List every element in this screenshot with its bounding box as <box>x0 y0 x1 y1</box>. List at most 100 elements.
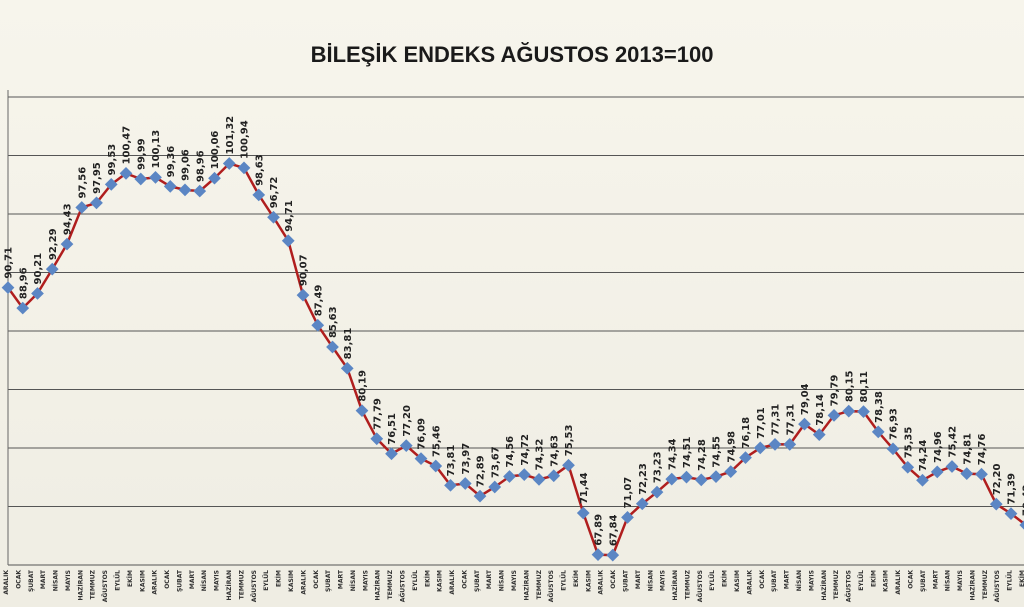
data-label: 77,31 <box>771 404 782 436</box>
data-label: 90,07 <box>299 254 310 286</box>
data-point <box>1004 507 1018 521</box>
data-label: 72,20 <box>992 463 1003 495</box>
data-point <box>517 468 531 482</box>
data-label: 76,18 <box>741 417 752 449</box>
x-tick-label: ARALIK <box>746 570 753 595</box>
data-label: 74,32 <box>535 439 546 471</box>
data-point <box>340 361 354 375</box>
data-label: 92,29 <box>48 228 59 260</box>
x-tick-label: TEMMUZ <box>684 569 691 599</box>
x-tick-label: ŞUBAT <box>28 569 35 592</box>
data-point <box>842 404 856 418</box>
data-point <box>104 178 118 191</box>
x-tick-label: NİSAN <box>647 570 654 591</box>
x-tick-label: HAZİRAN <box>77 570 84 601</box>
x-tick-label: NİSAN <box>499 570 506 591</box>
series-line <box>6 162 1024 557</box>
data-label: 73,67 <box>490 446 501 478</box>
data-point <box>444 478 457 492</box>
data-label: 74,34 <box>667 438 678 470</box>
data-point <box>473 489 487 503</box>
data-label: 77,79 <box>372 398 383 430</box>
x-tick-label: ARALIK <box>895 570 902 595</box>
gridlines <box>7 90 1024 566</box>
x-tick-label: TEMMUZ <box>982 569 989 599</box>
x-tick-label: EKİM <box>1019 570 1024 587</box>
data-label: 74,28 <box>697 439 708 471</box>
data-label: 74,96 <box>933 431 944 463</box>
data-label: 74,81 <box>962 433 973 465</box>
data-label: 100,13 <box>151 130 162 169</box>
x-tick-label: EKİM <box>573 570 580 587</box>
x-tick-label: OCAK <box>461 570 468 589</box>
data-label: 77,01 <box>756 407 767 439</box>
data-point <box>989 497 1003 511</box>
x-tick-label: NİSAN <box>53 570 60 591</box>
x-tick-label: KASIM <box>883 570 890 592</box>
x-tick-label: ŞUBAT <box>920 569 927 592</box>
data-label: 88,96 <box>18 267 29 299</box>
data-point <box>370 432 384 446</box>
x-tick-label: EKİM <box>722 570 729 587</box>
x-tick-label: OCAK <box>759 570 766 589</box>
x-tick-label: EYLÜL <box>115 570 122 591</box>
data-label: 78,14 <box>815 394 826 426</box>
data-label: 78,38 <box>874 391 885 423</box>
data-point <box>208 171 221 185</box>
data-point <box>267 210 280 224</box>
x-tick-label: MART <box>338 569 345 589</box>
data-point <box>149 171 162 184</box>
x-tick-label: ŞUBAT <box>474 569 481 592</box>
data-label: 96,72 <box>269 177 280 209</box>
data-label: 74,98 <box>726 431 737 463</box>
x-tick-label: EYLÜL <box>263 570 270 591</box>
data-point <box>90 196 103 210</box>
data-point <box>606 548 620 562</box>
data-label: 94,43 <box>63 203 74 235</box>
x-tick-label: HAZİRAN <box>821 570 828 601</box>
x-tick-label: ŞUBAT <box>176 569 183 592</box>
x-tick-label: HAZİRAN <box>375 570 382 601</box>
data-point <box>429 459 443 473</box>
data-point <box>193 184 207 198</box>
data-point <box>237 161 251 175</box>
x-tick-label: AĞUSTOS <box>399 570 406 602</box>
x-tick-label: TEMMUZ <box>387 569 394 599</box>
data-point <box>960 467 974 480</box>
data-label: 74,72 <box>520 434 531 466</box>
x-tick-label: EKİM <box>127 570 134 587</box>
x-tick-label: OCAK <box>313 570 320 589</box>
data-label: 71,44 <box>579 472 590 504</box>
data-label: 75,53 <box>564 425 575 457</box>
x-tick-label: AĞUSTOS <box>548 570 555 602</box>
data-label: 71,39 <box>1007 473 1018 505</box>
data-point <box>709 470 723 484</box>
data-points <box>1 157 1024 562</box>
x-tick-label: HAZİRAN <box>969 570 976 601</box>
data-point <box>399 439 413 453</box>
x-tick-label: MAYIS <box>214 570 221 591</box>
x-tick-label: ARALIK <box>449 570 456 595</box>
data-point <box>458 477 472 490</box>
data-label: 77,31 <box>785 404 796 436</box>
x-tick-label: OCAK <box>164 570 171 589</box>
data-point <box>768 438 782 451</box>
data-label: 99,99 <box>136 138 147 170</box>
data-label: 80,19 <box>358 370 369 402</box>
x-tick-label: ŞUBAT <box>325 569 332 592</box>
data-label: 73,81 <box>446 445 457 477</box>
x-tick-label: EKİM <box>424 570 431 587</box>
data-point <box>119 167 133 180</box>
data-point <box>222 157 236 170</box>
x-tick-label: ŞUBAT <box>623 569 630 592</box>
x-tick-label: MAYIS <box>362 570 369 591</box>
data-point <box>385 447 398 461</box>
data-point <box>60 237 74 251</box>
x-tick-label: ARALIK <box>300 570 307 595</box>
data-label: 67,84 <box>608 514 619 546</box>
chart-title: BİLEŞİK ENDEKS AĞUSTOS 2013=100 <box>310 42 714 67</box>
data-label: 76,09 <box>417 418 428 450</box>
